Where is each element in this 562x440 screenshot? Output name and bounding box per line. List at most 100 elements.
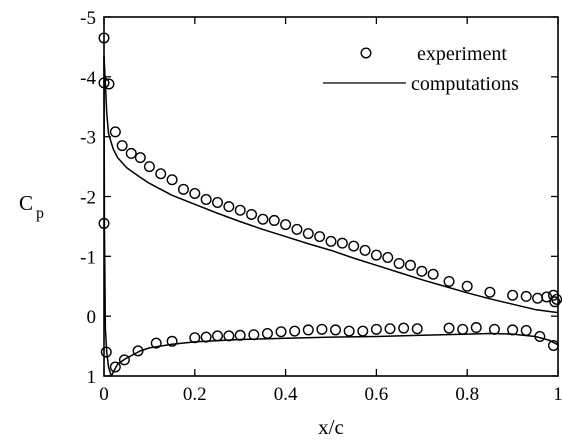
experiment-point <box>125 147 137 159</box>
experiment-point <box>520 290 532 302</box>
legend-marker-experiment <box>360 47 372 59</box>
legend-label-experiment: experiment <box>417 43 507 65</box>
experiment-point <box>357 325 369 337</box>
experiment-point <box>314 231 326 243</box>
experiment-point <box>443 275 455 287</box>
experiment-point <box>302 228 314 240</box>
y-tick-label: 0 <box>87 307 97 328</box>
experiment-point <box>246 208 258 220</box>
experiment-point <box>116 140 128 152</box>
experiment-point <box>325 235 337 247</box>
experiment-point <box>189 188 201 200</box>
experiment-point <box>457 323 469 335</box>
y-tick-label: -2 <box>80 188 96 209</box>
experiment-point <box>257 213 269 225</box>
experiment-point <box>359 244 371 256</box>
experiment-point <box>541 291 553 303</box>
experiment-point <box>404 259 416 271</box>
experiment-point <box>291 223 303 235</box>
experiment-point <box>398 322 410 334</box>
y-tick-label: -4 <box>80 68 96 89</box>
experiment-point <box>289 325 301 337</box>
experiment-point <box>211 196 223 208</box>
experiment-point <box>384 323 396 335</box>
experiment-point <box>134 152 146 164</box>
experiment-point <box>150 337 162 349</box>
ticks: 0 0.2 0.4 0.6 0.8 1-5-4-3-2-101 <box>80 8 562 405</box>
y-tick-label: -1 <box>80 247 96 268</box>
experiment-point <box>484 286 496 298</box>
experiment-point <box>268 214 280 226</box>
experiment-point <box>316 323 328 335</box>
experiment-point <box>427 268 439 280</box>
experiment-point <box>549 296 561 308</box>
y-tick-label: -5 <box>80 8 96 29</box>
legend-label-computations: computations <box>411 73 519 95</box>
experiment-point <box>211 330 223 342</box>
experiment-point <box>280 219 292 231</box>
y-axis-title-subscript: p <box>36 205 44 222</box>
experiment-point <box>166 174 178 186</box>
legend: experiment computations <box>323 43 519 95</box>
experiment-point <box>470 322 482 334</box>
experiment-point <box>223 330 235 342</box>
experiment-point <box>234 329 246 341</box>
experiment-point <box>534 331 546 343</box>
experiment-point <box>275 326 287 338</box>
experiment-point <box>547 339 559 351</box>
x-axis-title: x/c <box>318 415 344 439</box>
experiment-point <box>155 168 167 180</box>
experiment-point <box>507 289 519 301</box>
experiment-point <box>370 249 382 261</box>
experiment-point <box>234 204 246 216</box>
experiment-point <box>411 323 423 335</box>
x-tick-label: 0.8 <box>455 384 479 405</box>
experiment-point <box>166 335 178 347</box>
experiment-point <box>223 201 235 213</box>
experiment-point <box>261 328 273 340</box>
experiment-point <box>98 32 110 44</box>
experiment-point <box>330 324 342 336</box>
y-tick-label: 1 <box>87 367 97 388</box>
experiment-point <box>416 265 428 277</box>
experiment-point <box>103 78 115 90</box>
experiment-point <box>177 183 189 195</box>
experiment-point <box>336 237 348 249</box>
experiment-point <box>302 324 314 336</box>
experiment-point <box>100 346 112 358</box>
experiment-point <box>200 331 212 343</box>
computations-upper-curve <box>103 55 559 314</box>
experiment-point <box>532 292 544 304</box>
experiment-point <box>370 323 382 335</box>
x-tick-label: 0.6 <box>365 384 389 405</box>
x-tick-label: 0 <box>99 384 109 405</box>
experiment-point <box>109 126 121 138</box>
y-tick-label: -3 <box>80 128 96 149</box>
experiment-point <box>507 324 519 336</box>
experiment-point <box>343 325 355 337</box>
y-axis-title-symbol: C <box>19 191 33 215</box>
experiment-point <box>98 217 110 229</box>
x-tick-label: 0.4 <box>274 384 298 405</box>
experiment-point <box>461 280 473 292</box>
experiment-point <box>200 193 212 205</box>
experiment-point <box>132 345 144 357</box>
experiment-point <box>348 240 360 252</box>
experiment-point <box>488 323 500 335</box>
x-tick-label: 0.2 <box>183 384 207 405</box>
experiment-point <box>118 354 130 366</box>
experiment-series <box>98 32 562 373</box>
experiment-point <box>189 332 201 344</box>
x-tick-label: 1 <box>553 384 562 405</box>
experiment-point <box>98 77 110 89</box>
experiment-point <box>520 325 532 337</box>
experiment-point <box>551 293 562 305</box>
experiment-point <box>382 252 394 264</box>
plot-frame <box>103 16 559 377</box>
experiment-point <box>109 361 121 373</box>
experiment-point <box>143 161 155 173</box>
experiment-point <box>248 329 260 341</box>
experiment-point <box>393 258 405 270</box>
